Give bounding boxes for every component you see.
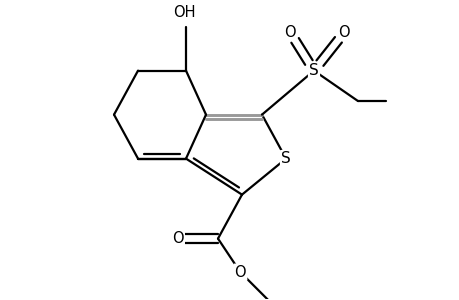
Text: O: O <box>284 25 295 40</box>
Text: O: O <box>172 231 184 246</box>
Text: O: O <box>338 25 349 40</box>
Text: O: O <box>234 265 246 280</box>
Text: S: S <box>308 63 318 78</box>
Text: OH: OH <box>173 5 195 20</box>
Text: S: S <box>280 151 290 166</box>
